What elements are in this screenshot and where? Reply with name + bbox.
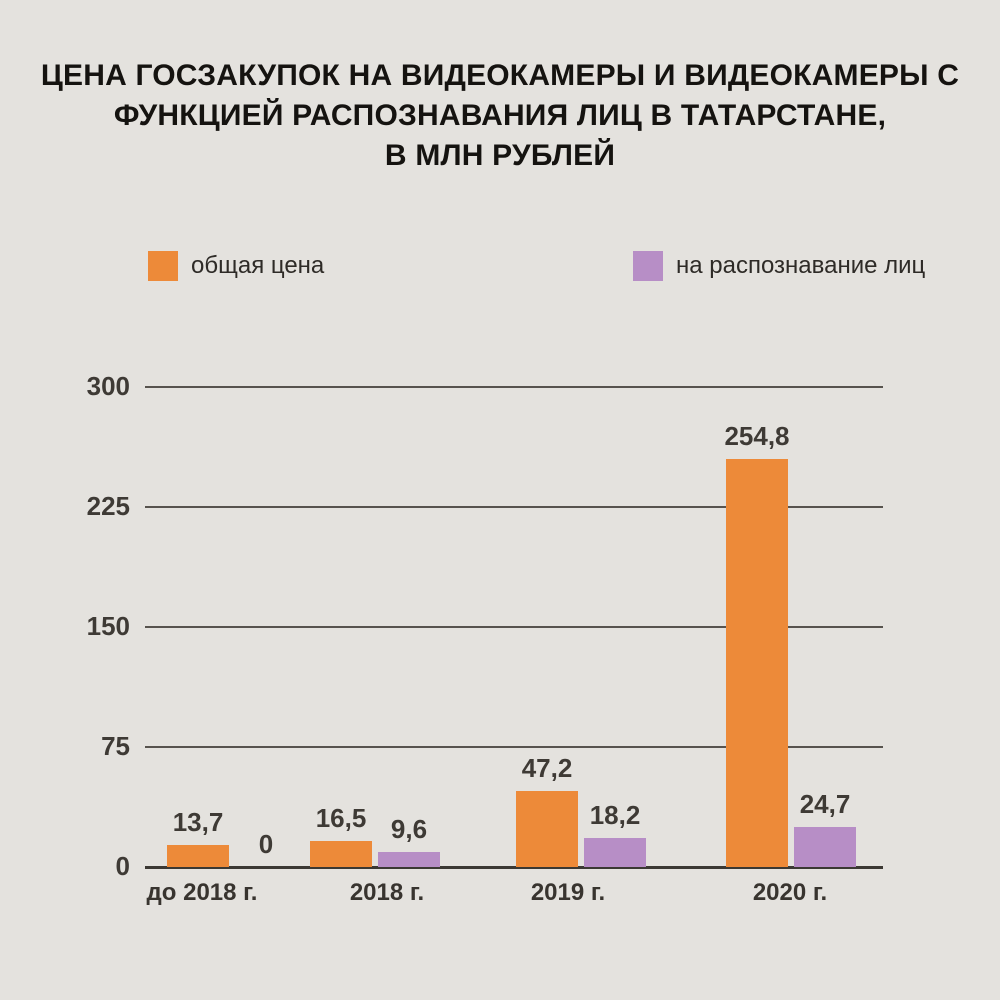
bar-total-4 — [726, 459, 788, 867]
gridline-150 — [145, 626, 883, 628]
y-axis-tick-75: 75 — [101, 731, 130, 761]
x-axis-tick-4: 2020 г. — [752, 879, 828, 906]
x-axis-tick-1: до 2018 г. — [146, 879, 258, 906]
y-axis-tick-0: 0 — [115, 851, 130, 881]
legend-item-total-price: общая цена — [148, 250, 324, 282]
value-label-recognition-2: 9,6 — [390, 814, 428, 844]
bar-total-3 — [516, 791, 578, 867]
gridline-300 — [145, 386, 883, 388]
x-axis-tick-3: 2019 г. — [530, 879, 606, 906]
legend-item-face-recognition: на распознавание лиц — [633, 250, 925, 282]
legend-label-total-price: общая цена — [191, 252, 325, 279]
value-label-total-4: 254,8 — [724, 421, 790, 451]
chart-title-line-2: ФУНКЦИЕЙ РАСПОЗНАВАНИЯ ЛИЦ В ТАТАРСТАНЕ, — [113, 99, 887, 132]
legend-swatch-total-price — [148, 251, 178, 281]
legend-label-face-recognition: на распознавание лиц — [676, 252, 926, 279]
gridline-225 — [145, 506, 883, 508]
chart-title-line-3: В МЛН РУБЛЕЙ — [384, 139, 616, 172]
y-axis-tick-150: 150 — [86, 611, 130, 641]
chart-title-line-1: ЦЕНА ГОСЗАКУПОК НА ВИДЕОКАМЕРЫ И ВИДЕОКА… — [40, 59, 960, 92]
legend-swatch-face-recognition — [633, 251, 663, 281]
gridline-75 — [145, 746, 883, 748]
value-label-recognition-3: 18,2 — [589, 800, 641, 830]
value-label-total-2: 16,5 — [315, 803, 367, 833]
y-axis-tick-300: 300 — [86, 371, 130, 401]
bar-recognition-2 — [378, 852, 440, 867]
x-axis-tick-2: 2018 г. — [349, 879, 425, 906]
bar-recognition-3 — [584, 838, 646, 867]
value-label-total-3: 47,2 — [521, 753, 573, 783]
bar-total-2 — [310, 841, 372, 867]
y-axis-tick-225: 225 — [86, 491, 130, 521]
value-label-total-1: 13,7 — [172, 807, 224, 837]
bar-total-1 — [167, 845, 229, 867]
plot-area: 300 225 150 75 0 13,7 0 до 2018 г. 16,5 9,6 2018 г… — [87, 373, 883, 906]
x-axis-line — [145, 866, 883, 869]
chart-legend: общая цена на распознавание лиц — [0, 250, 1000, 286]
bar-recognition-4 — [794, 827, 856, 867]
value-label-recognition-1: 0 — [258, 829, 274, 859]
value-label-recognition-4: 24,7 — [799, 789, 851, 819]
chart-title: ЦЕНА ГОСЗАКУПОК НА ВИДЕОКАМЕРЫ И ВИДЕОКА… — [40, 56, 960, 176]
